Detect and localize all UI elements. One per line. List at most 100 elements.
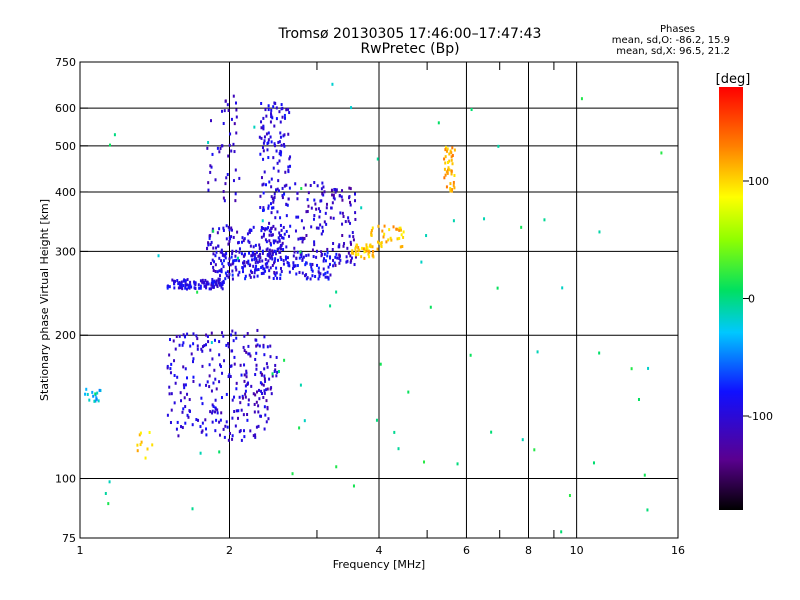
data-point — [244, 277, 247, 281]
data-point — [86, 392, 89, 396]
data-point — [258, 243, 261, 247]
data-point — [288, 234, 291, 238]
data-point — [444, 155, 447, 159]
data-point — [348, 186, 351, 190]
data-point — [309, 262, 312, 266]
data-point — [380, 245, 383, 249]
data-point — [192, 379, 195, 383]
data-point — [254, 435, 257, 439]
data-point — [301, 257, 304, 261]
data-point — [335, 252, 338, 256]
data-point — [190, 352, 193, 356]
data-point — [219, 283, 222, 287]
data-point — [355, 243, 358, 247]
data-point — [301, 271, 304, 275]
data-point — [227, 225, 230, 229]
data-point — [221, 371, 224, 375]
x-tick-label: 16 — [671, 544, 685, 557]
data-point — [381, 229, 384, 233]
data-point — [261, 146, 264, 150]
data-point — [334, 255, 337, 259]
data-point — [273, 142, 276, 146]
data-point — [265, 420, 268, 424]
data-point — [275, 355, 278, 359]
data-point — [220, 396, 223, 400]
data-point — [232, 339, 235, 343]
data-point — [214, 269, 217, 273]
data-point — [326, 250, 329, 254]
data-point — [262, 157, 265, 161]
data-point — [367, 250, 370, 254]
data-point — [200, 396, 203, 400]
data-point — [248, 264, 251, 268]
data-point — [206, 380, 209, 384]
data-point — [314, 202, 317, 206]
data-point — [234, 192, 237, 196]
data-point — [148, 430, 151, 434]
data-point — [272, 241, 275, 245]
data-point — [184, 283, 187, 287]
data-point — [348, 196, 351, 200]
data-point — [289, 164, 292, 168]
data-point — [207, 282, 210, 286]
data-point — [144, 456, 147, 460]
data-point — [262, 116, 265, 120]
data-point — [201, 349, 204, 353]
data-point — [285, 108, 288, 112]
data-point — [201, 278, 204, 282]
data-point — [252, 264, 255, 268]
data-point — [191, 423, 194, 427]
data-point — [186, 332, 189, 336]
data-point — [306, 209, 309, 213]
data-point — [280, 143, 283, 147]
data-point — [242, 345, 245, 349]
data-point — [178, 281, 181, 285]
data-point — [263, 353, 266, 357]
data-point — [279, 153, 282, 157]
data-point — [212, 246, 215, 250]
data-point — [210, 389, 213, 393]
data-point — [279, 255, 282, 259]
data-point — [231, 349, 234, 353]
data-point — [278, 152, 281, 156]
data-point — [192, 360, 195, 364]
data-point — [313, 240, 316, 244]
data-point — [262, 227, 265, 231]
data-point — [222, 228, 225, 232]
data-point — [355, 253, 358, 257]
data-point — [445, 170, 448, 174]
data-point — [300, 219, 303, 223]
data-point — [273, 249, 276, 253]
data-point — [192, 332, 195, 336]
data-point — [326, 270, 329, 274]
data-point — [319, 272, 322, 276]
data-point — [307, 253, 310, 257]
data-point — [177, 286, 180, 290]
data-point — [259, 371, 262, 375]
data-point — [338, 261, 341, 265]
data-point — [453, 173, 456, 177]
data-point — [255, 425, 258, 429]
phases-heading: Phases — [659, 24, 696, 35]
data-point — [402, 235, 405, 239]
data-point — [259, 205, 262, 209]
data-point — [379, 362, 382, 366]
data-point — [263, 389, 266, 393]
data-point — [261, 249, 264, 253]
data-point — [284, 170, 287, 174]
data-point — [192, 357, 195, 361]
data-point — [452, 219, 455, 223]
data-point — [222, 259, 225, 263]
data-point — [217, 279, 220, 283]
data-point — [357, 252, 360, 256]
colorbar-tick-label: 100 — [748, 175, 769, 188]
data-point — [449, 182, 452, 186]
data-point — [266, 247, 269, 251]
data-point — [313, 181, 316, 185]
data-point — [253, 402, 256, 406]
data-point — [176, 375, 179, 379]
data-point — [282, 236, 285, 240]
colorbar-tick-label: -100 — [748, 410, 773, 423]
data-point — [311, 274, 314, 278]
data-point — [378, 241, 381, 245]
